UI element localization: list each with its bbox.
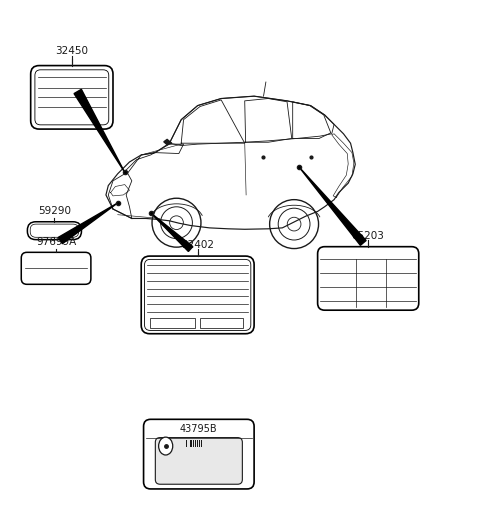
- Text: 59290: 59290: [38, 206, 71, 216]
- FancyBboxPatch shape: [21, 252, 91, 284]
- Bar: [203, 440, 204, 447]
- Text: 32402: 32402: [181, 240, 214, 250]
- Text: 97699A: 97699A: [36, 237, 76, 247]
- FancyBboxPatch shape: [144, 419, 254, 489]
- Bar: [195, 440, 196, 447]
- FancyBboxPatch shape: [31, 66, 113, 129]
- FancyBboxPatch shape: [144, 259, 251, 330]
- FancyBboxPatch shape: [141, 256, 254, 333]
- FancyBboxPatch shape: [30, 224, 79, 237]
- Bar: [190, 440, 191, 447]
- Text: 43795B: 43795B: [180, 424, 217, 434]
- Bar: [200, 318, 243, 328]
- Polygon shape: [299, 167, 366, 245]
- Bar: [201, 440, 202, 447]
- FancyBboxPatch shape: [35, 70, 109, 125]
- Polygon shape: [74, 89, 125, 173]
- FancyBboxPatch shape: [156, 438, 242, 484]
- Ellipse shape: [158, 437, 173, 455]
- Bar: [150, 318, 195, 328]
- FancyBboxPatch shape: [318, 247, 419, 310]
- Bar: [186, 440, 187, 447]
- Bar: [197, 440, 198, 447]
- Text: 05203: 05203: [351, 230, 384, 241]
- Bar: [199, 440, 200, 447]
- Polygon shape: [151, 213, 193, 252]
- Polygon shape: [164, 140, 172, 144]
- Bar: [193, 440, 194, 447]
- Text: 32450: 32450: [56, 46, 89, 56]
- Polygon shape: [58, 203, 118, 244]
- FancyBboxPatch shape: [27, 222, 82, 239]
